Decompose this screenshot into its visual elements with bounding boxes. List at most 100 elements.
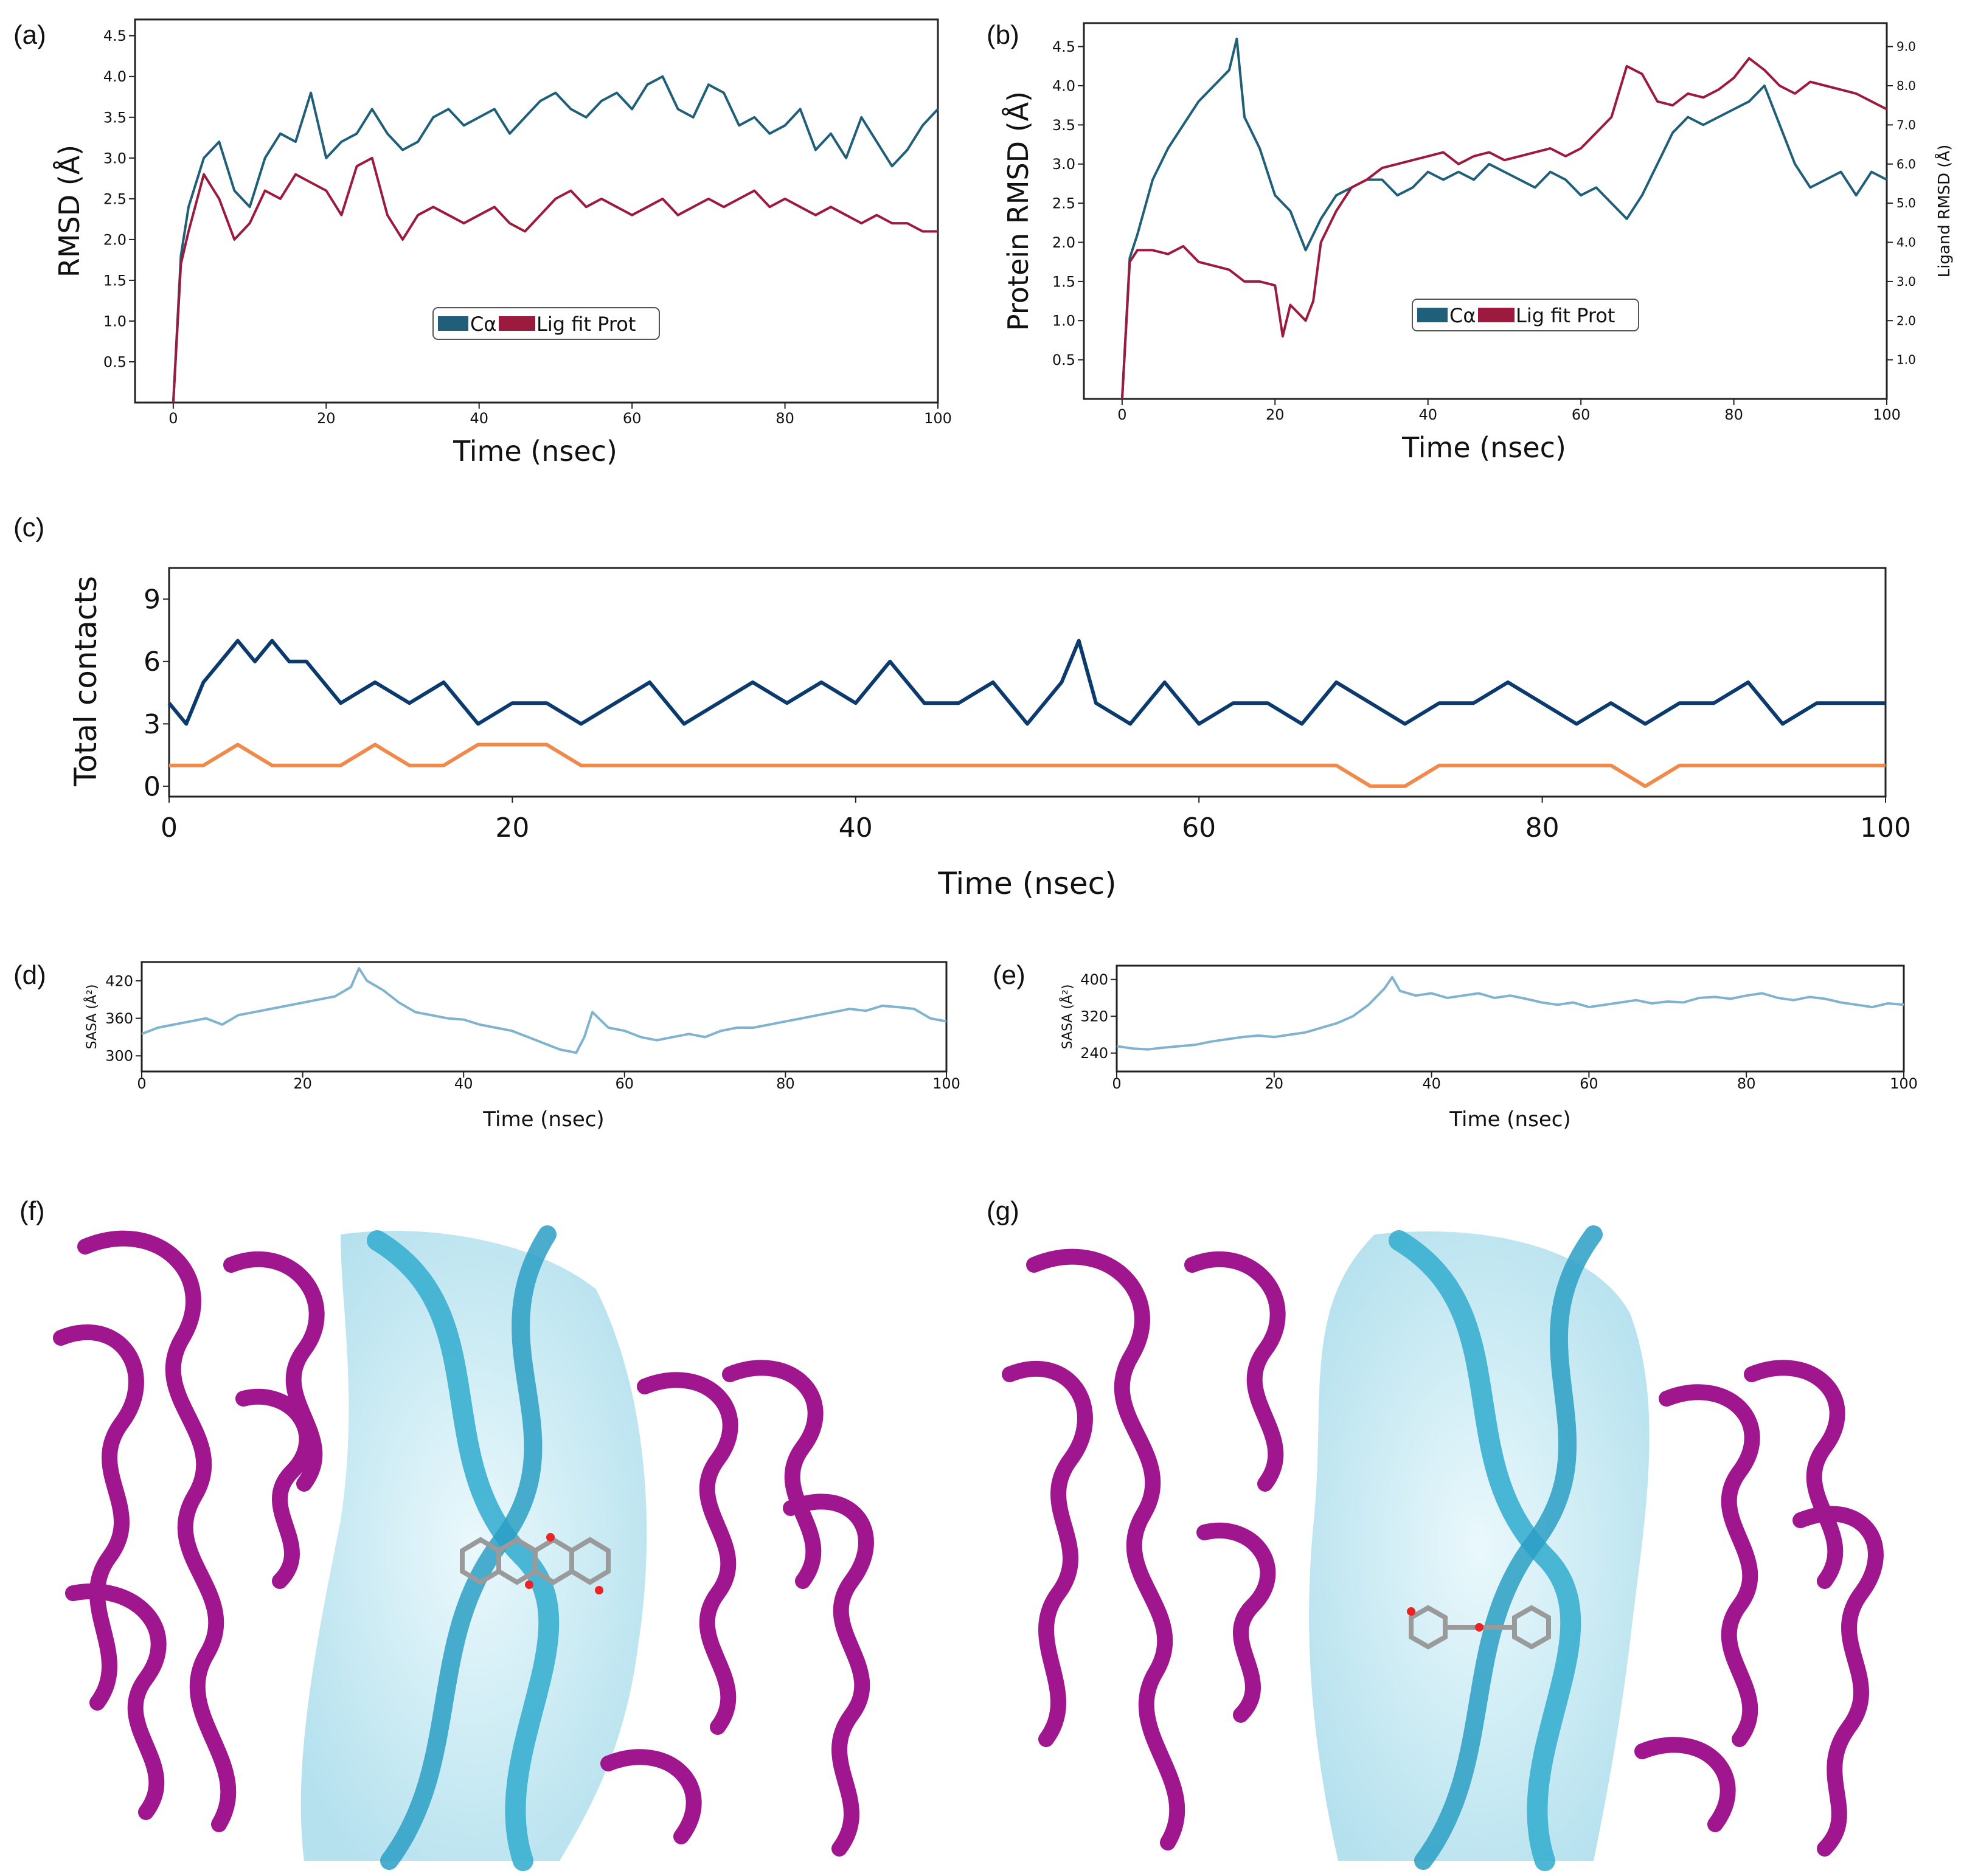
y-tick-label: 4.0 bbox=[103, 68, 127, 85]
legend-swatch-ligfit-b bbox=[1478, 308, 1515, 322]
y2-tick-label: 9.0 bbox=[1896, 40, 1916, 54]
x-tick-label: 0 bbox=[161, 812, 178, 843]
y-tick-label: 0 bbox=[144, 771, 161, 802]
panel-c-frame bbox=[168, 567, 1887, 798]
x-tick-label: 100 bbox=[1860, 812, 1911, 843]
series-line-b-1 bbox=[1120, 37, 1887, 400]
y2-tick-label: 7.0 bbox=[1896, 117, 1916, 132]
panel-a-ylabel: RMSD (Å) bbox=[53, 145, 86, 277]
y-tick-label: 4.5 bbox=[1052, 38, 1075, 55]
series-line-b-2 bbox=[1120, 57, 1887, 400]
x-tick-label: 40 bbox=[839, 812, 873, 843]
y-tick-label: 240 bbox=[1080, 1045, 1108, 1062]
x-tick-label: 0 bbox=[137, 1075, 146, 1092]
series-line-d-1 bbox=[141, 967, 947, 1054]
x-tick-label: 40 bbox=[1418, 406, 1437, 423]
y-tick-label: 1.0 bbox=[103, 313, 127, 330]
panel-f-label: (f) bbox=[19, 1196, 45, 1226]
y-tick-label: 0.5 bbox=[103, 353, 127, 370]
x-tick-label: 80 bbox=[1724, 406, 1743, 423]
x-tick-label: 80 bbox=[1737, 1075, 1756, 1092]
dna-backbone-g1 bbox=[1389, 1230, 1581, 1871]
legend-swatch-calpha-b bbox=[1417, 308, 1448, 322]
y-tick-label: 2.0 bbox=[1052, 234, 1075, 251]
y-tick-label: 400 bbox=[1080, 971, 1108, 988]
y2-tick-label: 3.0 bbox=[1896, 274, 1916, 289]
y-tick-label: 4.5 bbox=[103, 27, 127, 44]
panel-b-y2label: Ligand RMSD (Å) bbox=[1934, 145, 1954, 278]
protein-ribbon-g-right bbox=[1634, 1360, 1884, 1857]
x-tick-label: 20 bbox=[1265, 1075, 1284, 1092]
x-tick-label: 100 bbox=[924, 410, 952, 427]
panel-d: (d) 0 20 40 60 80 100 300 360 420 Time (nsec) S… bbox=[13, 960, 960, 1132]
dna-surface-g bbox=[1309, 1231, 1650, 1861]
x-tick-label: 100 bbox=[1890, 1075, 1918, 1092]
y-tick-label: 0.5 bbox=[1052, 351, 1075, 369]
series-line-c-1 bbox=[167, 639, 1886, 726]
panel-b-frame bbox=[1083, 22, 1888, 400]
series-line-c-2 bbox=[169, 742, 1886, 788]
legend-swatch-ligfit bbox=[499, 316, 535, 331]
y-tick-label: 420 bbox=[105, 972, 133, 989]
x-tick-label: 80 bbox=[776, 410, 794, 427]
y-tick-label: 1.5 bbox=[103, 272, 127, 289]
panel-c-ylabel: Total contacts bbox=[68, 576, 103, 787]
panel-e-xlabel: Time (nsec) bbox=[1449, 1107, 1570, 1132]
y2-tick-label: 8.0 bbox=[1896, 78, 1916, 93]
legend-label-calpha: Cα bbox=[470, 313, 496, 336]
panel-e: (e) 0 20 40 60 80 100 240 320 400 Time (nsec) S… bbox=[993, 960, 1918, 1132]
y-tick-label: 6 bbox=[144, 646, 161, 677]
legend-label-calpha-b: Cα bbox=[1449, 304, 1476, 327]
panel-c: (c) 0 20 40 60 80 100 0 3 6 9 Time (nsec) Total … bbox=[13, 513, 1911, 901]
x-tick-label: 20 bbox=[293, 1075, 312, 1092]
y-tick-label: 300 bbox=[105, 1048, 133, 1065]
panel-a-series bbox=[172, 75, 939, 403]
y-tick-label: 1.5 bbox=[1052, 273, 1075, 290]
x-tick-label: 60 bbox=[1572, 406, 1591, 423]
panel-g-structure bbox=[1002, 1225, 1884, 1871]
x-tick-label: 0 bbox=[168, 410, 178, 427]
panel-c-xlabel: Time (nsec) bbox=[937, 866, 1116, 901]
y2-tick-label: 4.0 bbox=[1896, 235, 1916, 250]
panel-e-ylabel: SASA (Å²) bbox=[1059, 985, 1075, 1050]
y-tick-label: 2.5 bbox=[1052, 195, 1075, 212]
y2-tick-label: 1.0 bbox=[1896, 353, 1916, 367]
x-tick-label: 60 bbox=[1580, 1075, 1598, 1092]
panel-b-xlabel: Time (nsec) bbox=[1401, 431, 1566, 464]
panel-d-ylabel: SASA (Å²) bbox=[83, 985, 100, 1050]
y2-tick-label: 6.0 bbox=[1896, 157, 1916, 171]
dna-backbone-2 bbox=[380, 1225, 557, 1870]
panel-a-frame bbox=[134, 18, 939, 404]
panel-b-label: (b) bbox=[987, 20, 1019, 50]
protein-ribbon-left bbox=[53, 1230, 325, 1832]
panel-f: (f) bbox=[19, 1196, 874, 1871]
panel-a-label: (a) bbox=[13, 20, 46, 50]
y-tick-label: 3.5 bbox=[103, 109, 127, 126]
x-tick-label: 0 bbox=[1117, 406, 1126, 423]
x-tick-label: 60 bbox=[616, 1075, 634, 1092]
panel-d-frame bbox=[141, 961, 948, 1073]
panel-a-legend: Cα Lig fit Prot bbox=[432, 307, 660, 340]
ligand-g bbox=[1407, 1605, 1551, 1650]
dna-backbone-g2 bbox=[1414, 1225, 1603, 1870]
x-tick-label: 80 bbox=[776, 1075, 795, 1092]
panel-d-xlabel: Time (nsec) bbox=[482, 1107, 604, 1132]
y-tick-label: 320 bbox=[1080, 1008, 1108, 1025]
y2-tick-label: 5.0 bbox=[1896, 196, 1916, 210]
panel-d-series bbox=[141, 967, 947, 1054]
panel-e-label: (e) bbox=[993, 960, 1025, 990]
y-tick-label: 3.0 bbox=[1052, 156, 1075, 173]
x-tick-label: 100 bbox=[1873, 406, 1901, 423]
y-tick-label: 2.5 bbox=[103, 190, 127, 207]
panel-a-xlabel: Time (nsec) bbox=[453, 435, 617, 468]
panel-g-label: (g) bbox=[987, 1196, 1019, 1226]
panel-b: (b) 0 20 40 60 80 100 0.5 1.0 1.5 2.0 2.5 3.0 3.5 4.… bbox=[987, 20, 1954, 464]
panel-e-frame bbox=[1116, 964, 1905, 1073]
panel-d-label: (d) bbox=[13, 960, 46, 990]
panel-g: (g) bbox=[987, 1196, 1884, 1871]
panel-b-ylabel: Protein RMSD (Å) bbox=[1002, 91, 1035, 331]
series-line-e-1 bbox=[1116, 975, 1904, 1051]
panel-a: (a) 0 20 40 60 80 100 0.5 1.0 1.5 2.0 2.5 3.0 3.5 4.… bbox=[13, 18, 952, 468]
x-tick-label: 100 bbox=[932, 1075, 960, 1092]
